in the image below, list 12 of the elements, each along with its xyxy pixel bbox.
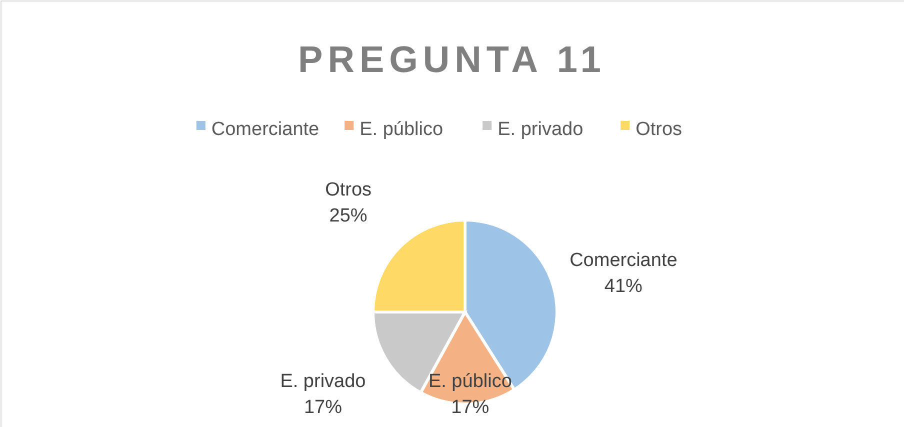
data-label: 25% <box>329 205 368 226</box>
data-label: 41% <box>604 276 643 297</box>
chart-title: PREGUNTA 11 <box>298 39 606 80</box>
legend-label: E. privado <box>498 119 584 140</box>
data-label: 17% <box>451 397 490 418</box>
legend-label: E. público <box>360 119 444 140</box>
slice-label: Comerciante <box>570 250 678 271</box>
legend-label: Comerciante <box>211 119 320 140</box>
data-label: 17% <box>304 397 342 418</box>
slice-label: E. privado <box>280 371 366 392</box>
slice-label: Otros <box>325 179 372 200</box>
legend-label: Otros <box>636 119 682 140</box>
